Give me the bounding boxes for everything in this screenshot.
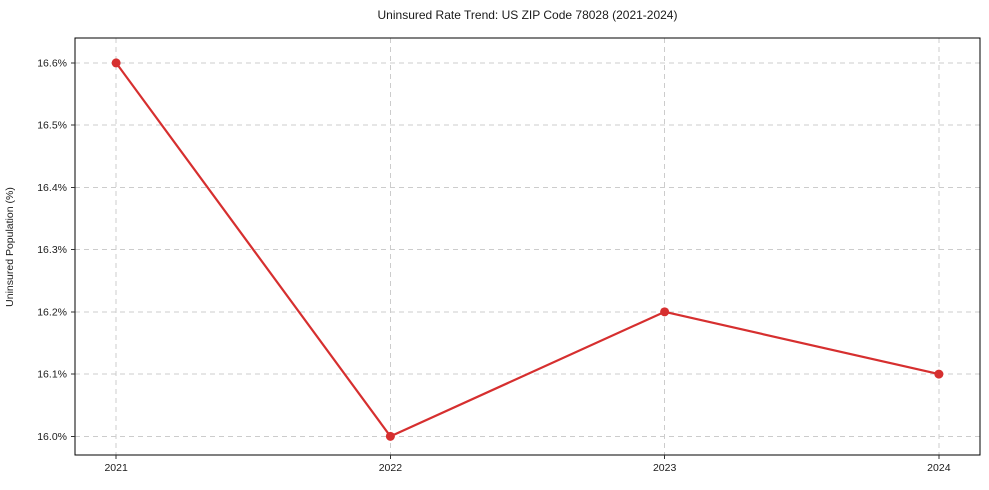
y-tick-label: 16.1% <box>37 369 67 381</box>
y-tick-label: 16.2% <box>37 306 67 318</box>
data-point-marker <box>660 307 670 317</box>
y-tick-label: 16.5% <box>37 120 67 132</box>
data-point-marker <box>111 58 121 68</box>
x-tick-label: 2022 <box>379 462 403 474</box>
y-tick-label: 16.3% <box>37 244 67 256</box>
y-tick-label: 16.6% <box>37 57 67 69</box>
data-point-marker <box>385 431 395 441</box>
plot-border <box>74 37 981 456</box>
data-point-marker <box>934 369 944 379</box>
x-tick-label: 2021 <box>104 462 128 474</box>
y-tick-label: 16.4% <box>37 182 67 194</box>
x-tick-label: 2024 <box>927 462 951 474</box>
chart-title: Uninsured Rate Trend: US ZIP Code 78028 … <box>377 8 678 22</box>
trend-line <box>115 61 940 438</box>
x-tick-label: 2023 <box>653 462 677 474</box>
y-tick-label: 16.0% <box>37 431 67 443</box>
